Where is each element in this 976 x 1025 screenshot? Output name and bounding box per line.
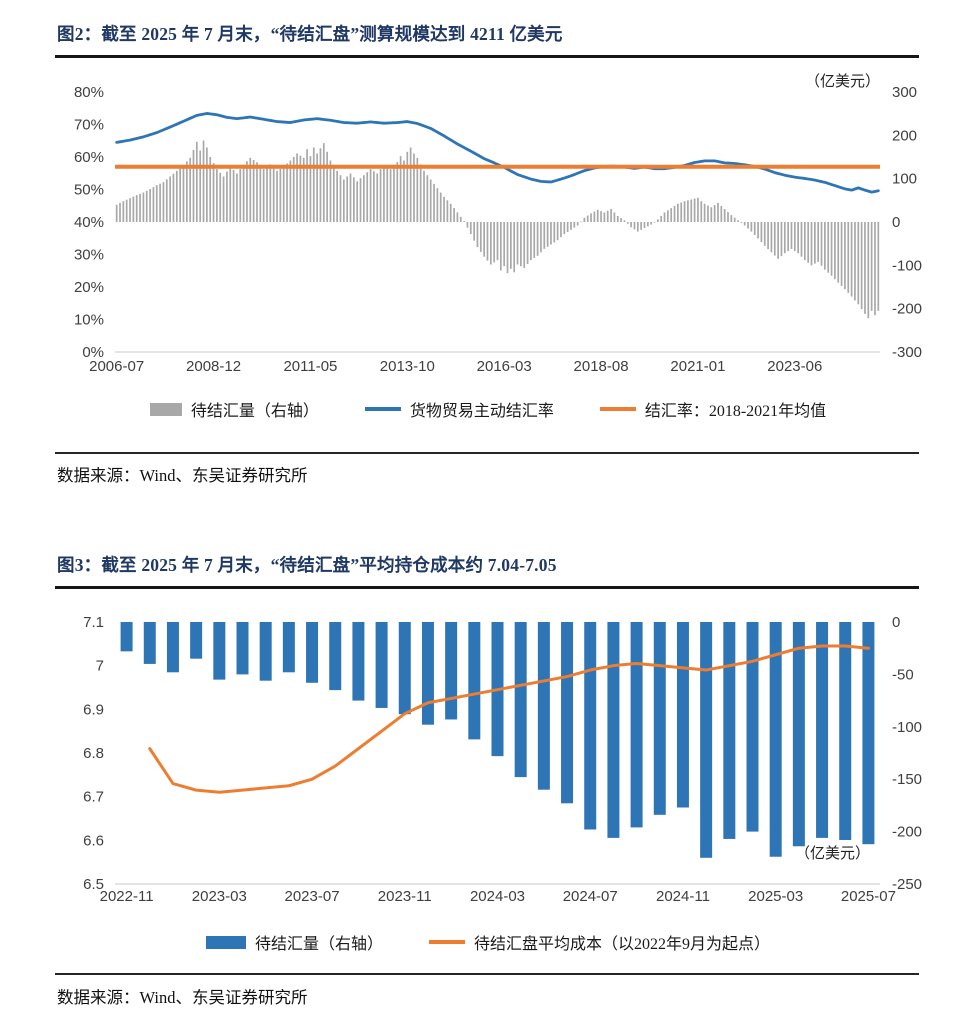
fig2-source-rule xyxy=(55,452,919,454)
svg-text:0: 0 xyxy=(892,614,900,631)
svg-text:-150: -150 xyxy=(892,771,922,788)
orange-cost-line-swatch-icon xyxy=(429,940,465,944)
svg-text:2024-11: 2024-11 xyxy=(656,888,710,905)
fig2-title: 图2：截至 2025 年 7 月末，“待结汇盘”测算规模达到 4211 亿美元 xyxy=(57,24,563,44)
fig3-source: 数据来源：Wind、东吴证券研究所 xyxy=(57,988,308,1007)
svg-text:2023-06: 2023-06 xyxy=(767,358,822,375)
svg-text:7.1: 7.1 xyxy=(83,614,104,631)
svg-text:0%: 0% xyxy=(82,344,104,361)
svg-text:2021-01: 2021-01 xyxy=(670,358,725,375)
svg-text:2023-11: 2023-11 xyxy=(378,888,432,905)
svg-text:-300: -300 xyxy=(892,344,922,361)
svg-text:2023-07: 2023-07 xyxy=(285,888,340,905)
svg-text:-200: -200 xyxy=(892,301,922,318)
fig2-source: 数据来源：Wind、东吴证券研究所 xyxy=(57,466,308,485)
svg-text:2024-07: 2024-07 xyxy=(563,888,618,905)
fig2-legend-item-bars: 待结汇量（右轴） xyxy=(149,397,319,421)
svg-text:10%: 10% xyxy=(74,312,104,329)
svg-text:2016-03: 2016-03 xyxy=(477,358,532,375)
svg-text:2025-03: 2025-03 xyxy=(748,888,803,905)
svg-text:6.8: 6.8 xyxy=(83,745,104,762)
svg-text:40%: 40% xyxy=(74,214,104,231)
fig3-title-rule xyxy=(55,586,919,589)
svg-text:80%: 80% xyxy=(74,84,104,101)
svg-text:-200: -200 xyxy=(892,824,922,841)
fig2-legend-label-bars: 待结汇量（右轴） xyxy=(190,403,319,420)
svg-text:2006-07: 2006-07 xyxy=(89,358,144,375)
fig3-legend-label-line: 待结汇盘平均成本（以2022年9月为起点） xyxy=(474,936,771,953)
fig2-legend-item-avg: 结汇率：2018-2021年均值 xyxy=(599,397,827,421)
svg-text:100: 100 xyxy=(892,171,917,188)
gray-bar-swatch-icon xyxy=(149,402,182,416)
svg-text:6.7: 6.7 xyxy=(83,789,104,806)
svg-text:（亿美元）: （亿美元） xyxy=(795,845,870,862)
svg-text:2025-07: 2025-07 xyxy=(841,888,896,905)
fig3-legend: 待结汇量（右轴） 待结汇盘平均成本（以2022年9月为起点） xyxy=(0,930,976,954)
svg-text:300: 300 xyxy=(892,84,917,101)
svg-text:2023-03: 2023-03 xyxy=(192,888,247,905)
svg-text:2011-05: 2011-05 xyxy=(283,358,337,375)
svg-text:20%: 20% xyxy=(74,279,104,296)
svg-text:（亿美元）: （亿美元） xyxy=(805,73,880,90)
fig2-legend-label-line: 货物贸易主动结汇率 xyxy=(409,403,554,420)
svg-text:70%: 70% xyxy=(74,117,104,134)
svg-text:2024-03: 2024-03 xyxy=(470,888,525,905)
fig3-source-rule xyxy=(55,973,919,975)
blue-line-swatch-icon xyxy=(364,407,401,411)
svg-text:30%: 30% xyxy=(74,247,104,264)
fig3-legend-item-bars: 待结汇量（右轴） xyxy=(205,930,383,954)
svg-text:6.9: 6.9 xyxy=(83,701,104,718)
fig2-legend-label-avg: 结汇率：2018-2021年均值 xyxy=(644,403,827,420)
fig2-chart-canvas: 80% 70% 60% 50% 40% 30% 20% 10% 0% 300 200 100 0 -100… xyxy=(74,73,922,375)
fig3-title: 图3：截至 2025 年 7 月末，“待结汇盘”平均持仓成本约 7.04-7.0… xyxy=(57,555,557,575)
fig3-legend-item-line: 待结汇盘平均成本（以2022年9月为起点） xyxy=(429,930,770,954)
svg-text:-100: -100 xyxy=(892,257,922,274)
fig3-chart-canvas: 7.176.96.86.76.66.50-50-100-150-200-2502… xyxy=(83,614,922,905)
svg-text:2013-10: 2013-10 xyxy=(380,358,435,375)
svg-text:2018-08: 2018-08 xyxy=(574,358,629,375)
svg-text:2022-11: 2022-11 xyxy=(100,888,154,905)
orange-line-swatch-icon xyxy=(599,407,636,411)
fig3-legend-label-bars: 待结汇量（右轴） xyxy=(254,936,383,953)
fig2-legend-item-line: 货物贸易主动结汇率 xyxy=(364,397,554,421)
svg-text:-100: -100 xyxy=(892,719,922,736)
svg-text:60%: 60% xyxy=(74,149,104,166)
svg-text:6.6: 6.6 xyxy=(83,832,104,849)
svg-text:-250: -250 xyxy=(892,876,922,893)
svg-text:7: 7 xyxy=(96,658,104,675)
blue-bar-swatch-icon xyxy=(205,935,246,949)
svg-text:6.5: 6.5 xyxy=(83,876,104,893)
svg-text:0: 0 xyxy=(892,214,900,231)
fig2-title-rule xyxy=(55,55,919,58)
fig2-legend: 待结汇量（右轴） 货物贸易主动结汇率 结汇率：2018-2021年均值 xyxy=(0,397,976,421)
svg-text:200: 200 xyxy=(892,127,917,144)
svg-text:50%: 50% xyxy=(74,182,104,199)
svg-text:2008-12: 2008-12 xyxy=(186,358,241,375)
svg-text:-50: -50 xyxy=(892,666,914,683)
